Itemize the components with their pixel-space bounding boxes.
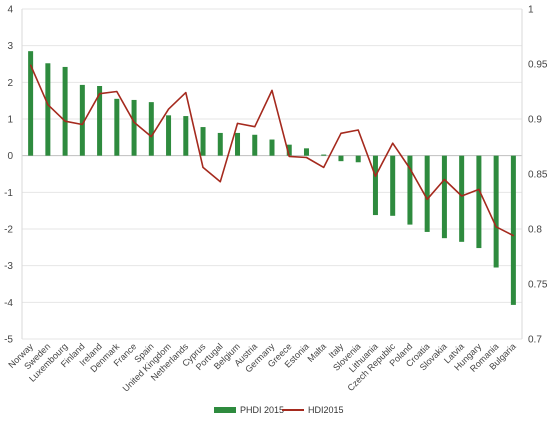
hdi-point-norway	[30, 64, 32, 66]
left-tick-label-3: 1	[7, 115, 13, 126]
hdi-point-italy	[340, 132, 342, 134]
right-tick-label-0: 1	[528, 5, 534, 16]
right-tick-label-6: 0.7	[528, 335, 542, 346]
hdi-point-sweden	[47, 104, 49, 106]
left-tick-label-4: 0	[7, 151, 13, 162]
hdi-point-malta	[323, 166, 325, 168]
hdi-point-ireland	[98, 93, 101, 95]
gridlines	[21, 8, 523, 340]
bar-greece	[286, 144, 292, 156]
hdi-point-germany	[271, 89, 273, 91]
left-tick-label-8: -4	[4, 298, 13, 309]
right-tick-label-2: 0.9	[528, 115, 542, 126]
hdi-point-hungary	[478, 188, 480, 190]
x-tick-label-malta: Malta	[305, 341, 328, 364]
bar-portugal	[217, 132, 223, 156]
hdi-point-portugal	[219, 181, 221, 183]
hdi-point-latvia	[461, 195, 463, 197]
legend-label-hdi: HDI2015	[308, 405, 344, 415]
bar-germany	[269, 139, 275, 156]
bar-hungary	[476, 155, 482, 249]
hdi-point-bulgaria	[512, 235, 514, 237]
hdi-point-slovakia	[443, 178, 446, 181]
hdi-point-croatia	[426, 198, 428, 200]
bar-poland	[407, 155, 413, 225]
bar-malta	[321, 154, 327, 156]
bar-sweden	[45, 63, 51, 156]
hdi-point-spain	[150, 136, 152, 138]
line-series-hdi	[29, 64, 514, 237]
left-tick-label-9: -5	[4, 335, 13, 346]
hdi-point-estonia	[305, 156, 308, 159]
bar-latvia	[459, 155, 465, 242]
hdi-point-belgium	[236, 122, 239, 124]
left-tick-label-1: 3	[7, 41, 13, 52]
legend-label-phdi: PHDI 2015	[240, 405, 284, 415]
hdi-point-greece	[288, 155, 290, 157]
bar-norway	[28, 51, 34, 156]
bar-denmark	[114, 98, 120, 156]
right-tick-label-1: 0.95	[528, 60, 548, 71]
right-tick-label-4: 0.8	[528, 225, 542, 236]
bar-finland	[79, 84, 85, 156]
left-tick-label-5: -1	[4, 188, 13, 199]
bar-luxembourg	[62, 66, 68, 156]
bar-france	[131, 99, 137, 156]
bar-belgium	[235, 132, 241, 156]
hdi-point-denmark	[116, 90, 118, 93]
left-y-axis: 4 3 2 1 0 -1 -2 -3 -4 -5	[4, 5, 13, 346]
hdi-point-romania	[495, 226, 497, 228]
hdi-point-united-kingdom	[167, 108, 170, 110]
left-tick-label-6: -2	[4, 225, 13, 236]
bar-united-kingdom	[166, 115, 172, 156]
bar-netherlands	[183, 116, 189, 156]
bar-bulgaria	[510, 155, 516, 305]
legend-swatch-phdi	[214, 407, 236, 413]
hdi-point-poland	[409, 167, 411, 170]
bar-estonia	[303, 148, 309, 156]
right-tick-label-5: 0.75	[528, 280, 548, 291]
bar-lithuania	[372, 155, 378, 216]
bar-croatia	[424, 155, 430, 232]
bar-ireland	[97, 86, 103, 156]
hdi-point-lithuania	[374, 175, 377, 177]
hdi-point-austria	[254, 126, 256, 128]
x-axis-category-labels: NorwaySwedenLuxembourgFinlandIrelandDenm…	[6, 341, 517, 394]
left-tick-label-2: 2	[7, 78, 13, 89]
hdi-point-luxembourg	[64, 120, 66, 122]
hdi-point-finland	[81, 123, 83, 126]
chart-legend: PHDI 2015 HDI2015	[214, 405, 344, 415]
bar-slovakia	[441, 155, 447, 239]
hdi-point-slovenia	[357, 129, 359, 131]
right-tick-label-3: 0.85	[528, 170, 548, 181]
left-tick-label-0: 4	[7, 5, 13, 16]
hdi-point-france	[133, 121, 135, 123]
hdi-point-netherlands	[185, 92, 187, 94]
bar-cyprus	[200, 127, 206, 156]
bar-romania	[493, 155, 499, 268]
bar-slovenia	[355, 155, 361, 163]
hdi-point-czech-republic	[392, 142, 394, 144]
hdi-point-cyprus	[202, 166, 204, 168]
right-y-axis: 1 0.95 0.9 0.85 0.8 0.75 0.7	[528, 5, 548, 346]
bar-series-phdi	[28, 51, 516, 305]
bar-austria	[252, 134, 258, 156]
bar-czech-republic	[390, 155, 396, 216]
bar-italy	[338, 155, 344, 162]
bar-spain	[148, 102, 154, 156]
left-tick-label-7: -3	[4, 261, 13, 272]
